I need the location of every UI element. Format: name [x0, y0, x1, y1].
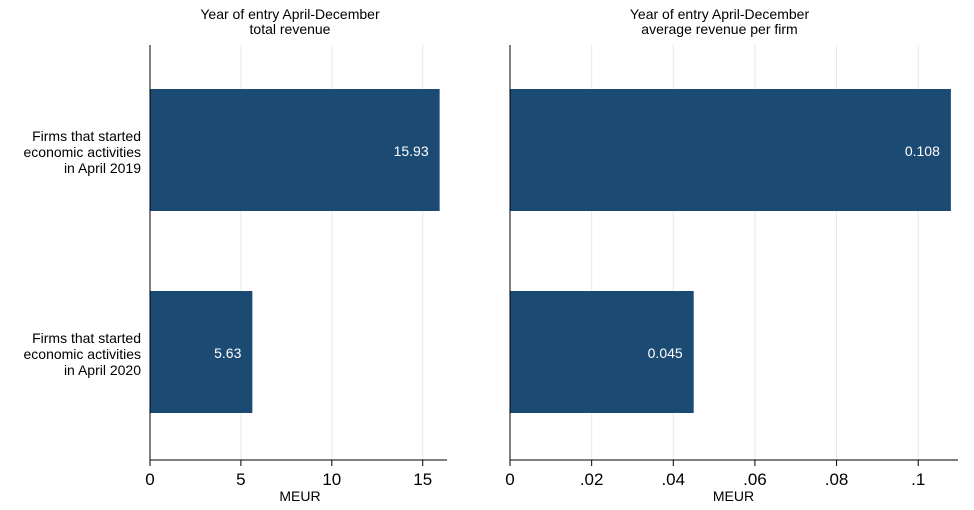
x-tick-label: .08 [825, 470, 849, 489]
x-tick-label: 0 [505, 470, 514, 489]
x-axis-title: MEUR [713, 488, 754, 504]
category-label: economic activities [24, 346, 142, 362]
category-label: in April 2020 [64, 362, 141, 378]
x-tick-label: 10 [322, 470, 341, 489]
x-tick-label: 0 [145, 470, 154, 489]
bar [150, 291, 253, 413]
category-label: in April 2019 [64, 160, 141, 176]
x-tick-label: 5 [236, 470, 245, 489]
x-tick-label: 15 [413, 470, 432, 489]
x-tick-label: .1 [911, 470, 925, 489]
bar-value-label: 5.63 [214, 345, 241, 361]
bar [510, 291, 694, 413]
panel-title-line: total revenue [250, 21, 331, 37]
panel-title-line: average revenue per firm [641, 21, 797, 37]
category-label: Firms that started [32, 128, 141, 144]
bar [150, 89, 440, 211]
x-tick-label: .02 [580, 470, 604, 489]
bar-value-label: 15.93 [394, 143, 429, 159]
x-tick-label: .06 [743, 470, 767, 489]
category-label: economic activities [24, 144, 142, 160]
panel-title-line: Year of entry April-December [200, 6, 380, 22]
bar-value-label: 0.045 [648, 345, 683, 361]
panel-title-line: Year of entry April-December [630, 6, 810, 22]
bar [510, 89, 951, 211]
x-tick-label: .04 [661, 470, 685, 489]
x-axis-title: MEUR [279, 488, 320, 504]
category-label: Firms that started [32, 330, 141, 346]
bar-value-label: 0.108 [905, 143, 940, 159]
